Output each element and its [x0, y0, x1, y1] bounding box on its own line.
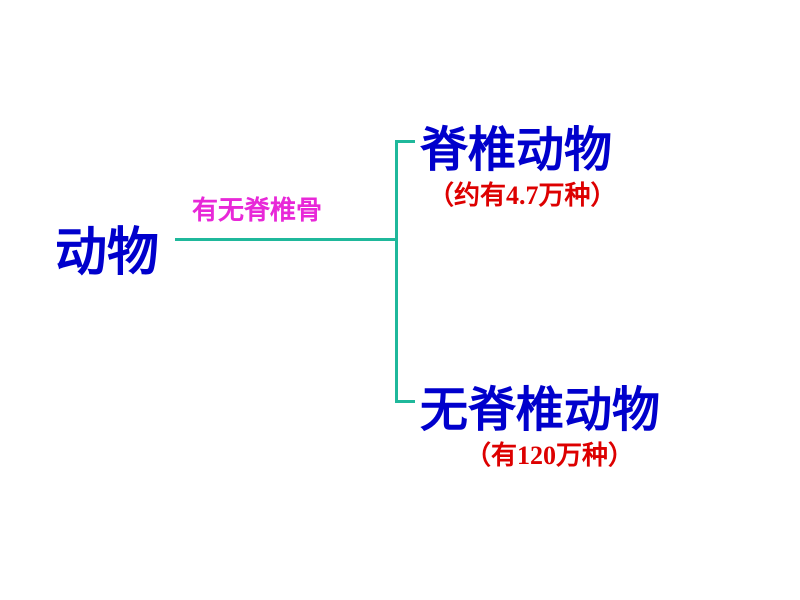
- connector-bottom: [395, 400, 415, 403]
- connector-vertical: [395, 140, 398, 403]
- branch-bottom-text: 无脊椎动物: [420, 384, 660, 437]
- root-node: 动物: [55, 210, 159, 285]
- branch-top-label: 脊椎动物: [420, 110, 612, 180]
- branch-top-sub: （约有4.7万种）: [428, 175, 617, 212]
- connector-top: [395, 140, 415, 143]
- branch-top-sub-text: （约有4.7万种）: [428, 181, 617, 210]
- criterion-text: 有无脊椎骨: [192, 196, 322, 225]
- branch-bottom-sub: （有120万种）: [465, 435, 634, 472]
- criterion-label: 有无脊椎骨: [192, 190, 322, 227]
- branch-bottom-sub-text: （有120万种）: [465, 441, 634, 470]
- branch-bottom-label: 无脊椎动物: [420, 370, 660, 440]
- root-text: 动物: [55, 225, 159, 282]
- connector-stem: [175, 238, 395, 241]
- branch-top-text: 脊椎动物: [420, 124, 612, 177]
